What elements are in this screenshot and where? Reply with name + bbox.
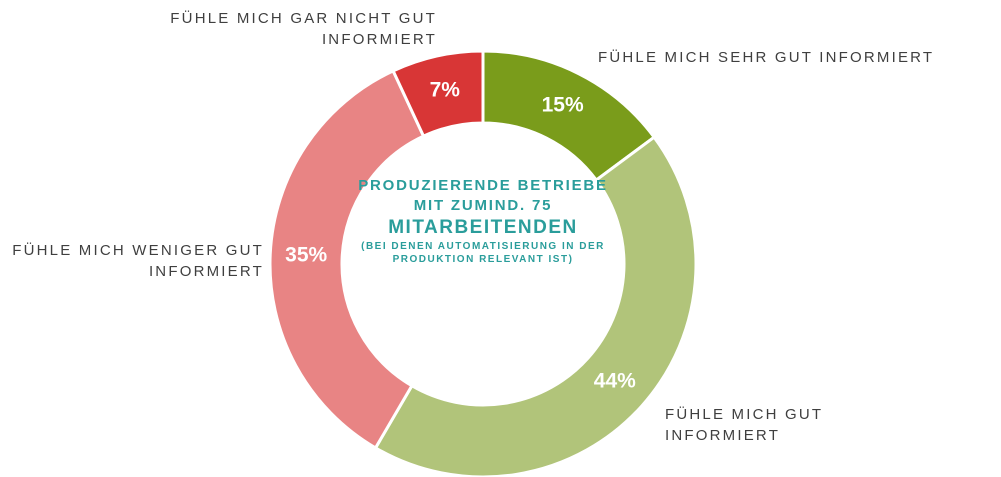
- value-label: 44%: [594, 370, 636, 393]
- center-text: MITARBEITENDEN: [388, 217, 578, 238]
- value-label: 15%: [542, 93, 584, 116]
- donut-segment: [391, 49, 485, 139]
- center-text: (BEI DENEN AUTOMATISIERUNG IN DER PRODUK…: [361, 241, 605, 265]
- category-label: FÜHLE MICH GUT INFORMIERT: [665, 406, 824, 444]
- category-label: FÜHLE MICH WENIGER GUT INFORMIERT: [12, 242, 264, 280]
- value-label: 7%: [430, 79, 461, 102]
- donut-segment: [268, 68, 426, 450]
- category-label: FÜHLE MICH GAR NICHT GUT INFORMIERT: [170, 10, 437, 48]
- center-text: PRODUZIERENDE BETRIEBE MIT ZUMIND. 75: [358, 177, 608, 214]
- center-label: PRODUZIERENDE BETRIEBE MIT ZUMIND. 75 MI…: [353, 176, 613, 266]
- category-label: FÜHLE MICH SEHR GUT INFORMIERT: [598, 49, 935, 66]
- donut-segment: [373, 135, 698, 477]
- value-label: 35%: [285, 243, 327, 266]
